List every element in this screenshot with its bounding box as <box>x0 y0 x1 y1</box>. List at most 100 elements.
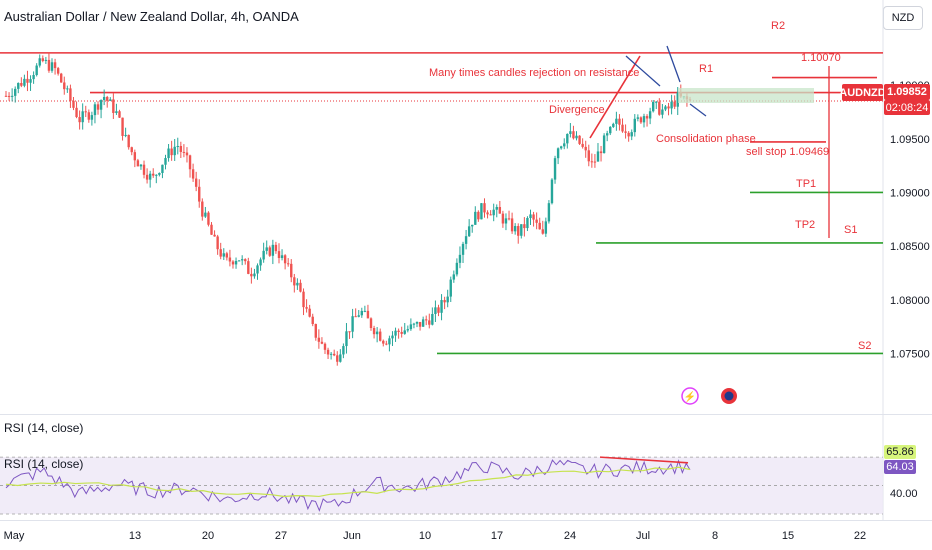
candle-body <box>648 111 652 119</box>
candle-body <box>437 307 440 313</box>
candle-body <box>299 282 302 292</box>
candle-body <box>194 178 198 187</box>
candle-body <box>526 218 529 229</box>
candle-body <box>216 236 219 250</box>
time-tick: 20 <box>202 530 214 542</box>
rsi-panel[interactable] <box>0 414 932 520</box>
candle-body <box>621 124 624 132</box>
candle-body <box>219 249 222 257</box>
candle-body <box>615 118 618 124</box>
candle-body <box>664 106 667 110</box>
candle-body <box>467 226 471 237</box>
candle-body <box>379 331 382 341</box>
candle-body <box>474 211 477 225</box>
price-axis: 1.100001.095001.090001.085001.080001.075… <box>890 80 930 360</box>
candle-body <box>645 116 649 119</box>
countdown-badge: 02:08:24 <box>884 100 930 115</box>
candle-body <box>388 338 391 345</box>
candle-body <box>372 328 376 335</box>
candle-body <box>329 353 333 355</box>
candle-body <box>29 79 32 83</box>
candle-body <box>385 343 388 345</box>
candle-body <box>130 147 133 153</box>
arrow-2 <box>666 45 681 83</box>
candle-body <box>286 263 290 265</box>
candle-body <box>142 164 146 175</box>
candle-body <box>409 324 413 330</box>
candle-body <box>280 255 284 259</box>
target-price-label: 1.10070 <box>801 52 841 64</box>
candle-body <box>311 316 314 325</box>
candle-body <box>240 259 244 261</box>
candle-body <box>17 83 20 89</box>
svg-text:⚡: ⚡ <box>684 390 696 403</box>
candle-body <box>651 101 655 112</box>
price-chart[interactable]: 1.100001.095001.090001.085001.080001.075… <box>0 0 932 414</box>
candle-body <box>510 218 514 232</box>
rsi-sub-header: RSI (14, close) <box>4 457 84 471</box>
consolidation-zone <box>678 88 814 103</box>
candle-body <box>366 310 370 319</box>
candle-body <box>630 132 633 137</box>
candle-body <box>277 251 281 259</box>
candle-body <box>152 173 155 176</box>
candle-body <box>60 73 63 83</box>
candle-body <box>112 99 115 113</box>
r1-label: R1 <box>699 63 714 75</box>
lightning-icon[interactable]: ⚡ <box>681 387 699 405</box>
candle-body <box>563 143 566 147</box>
candle-body <box>148 173 152 180</box>
candle-body <box>198 186 201 202</box>
candle-body <box>10 95 14 97</box>
candle-body <box>268 247 271 256</box>
broadcast-icon[interactable] <box>721 388 737 404</box>
candle-body <box>520 224 523 236</box>
candle-body <box>471 224 474 227</box>
candle-body <box>541 229 544 234</box>
candle-body <box>636 117 640 119</box>
candle-body <box>538 222 541 230</box>
candle-body <box>593 161 597 163</box>
candle-body <box>213 234 216 237</box>
candle-body <box>179 146 183 152</box>
rsi-line <box>5 459 691 512</box>
time-axis[interactable]: May 13 20 27 Jun 10 17 24 Jul 8 15 22 <box>0 520 932 550</box>
candle-body <box>602 135 606 154</box>
candle-body <box>624 131 627 133</box>
candle-body <box>486 212 489 215</box>
candle-body <box>253 273 256 277</box>
currency-button[interactable]: NZD <box>883 6 923 30</box>
candle-body <box>348 331 351 333</box>
candle-body <box>676 92 679 107</box>
candle-body <box>382 340 385 344</box>
candle-body <box>556 148 560 159</box>
candle-body <box>191 169 195 179</box>
candle-body <box>4 95 8 97</box>
candle-body <box>673 101 676 107</box>
time-tick: May <box>4 530 25 542</box>
consolidation-label: Consolidation phase <box>656 133 756 145</box>
candle-body <box>431 314 434 325</box>
candle-body <box>14 88 17 96</box>
candle-body <box>283 255 287 264</box>
candle-body <box>421 319 425 327</box>
candle-body <box>363 310 367 312</box>
s2-label: S2 <box>858 340 872 352</box>
candle-body <box>53 62 57 69</box>
candle-body <box>480 203 483 220</box>
candle-body <box>336 355 339 362</box>
candle-body <box>446 296 449 303</box>
candle-body <box>87 112 91 120</box>
candle-body <box>550 179 554 204</box>
candle-body <box>75 107 78 118</box>
candle-body <box>394 330 397 336</box>
candle-body <box>99 100 103 110</box>
candle-body <box>256 265 259 274</box>
candle-body <box>102 96 106 101</box>
candle-body <box>590 161 594 163</box>
time-tick: 24 <box>564 530 576 542</box>
sell-stop-label: sell stop 1.09469 <box>746 146 830 158</box>
candle-body <box>314 324 317 338</box>
candle-body <box>222 253 225 257</box>
time-tick: Jul <box>636 530 650 542</box>
